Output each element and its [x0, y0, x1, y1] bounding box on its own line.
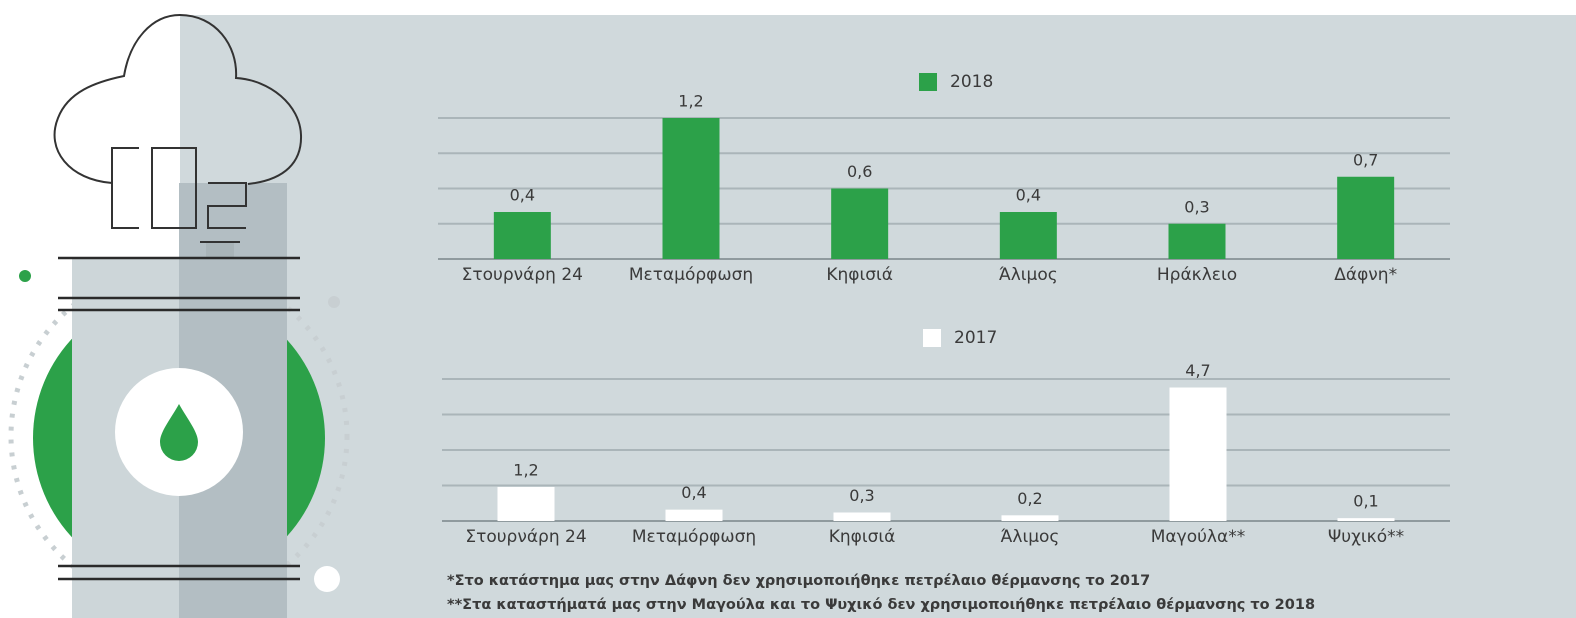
- bar: [1168, 223, 1226, 259]
- x-tick-label: Στουρνάρη 24: [465, 527, 586, 547]
- value-label: 0,4: [681, 483, 706, 502]
- bar: [1169, 387, 1227, 521]
- value-label: 1,2: [513, 460, 538, 479]
- bar: [1001, 515, 1059, 521]
- bar: [999, 212, 1057, 259]
- value-label: 0,1: [1353, 492, 1378, 511]
- legend-swatch: [919, 73, 937, 91]
- value-label: 0,3: [849, 486, 874, 505]
- x-tick-label: Ψυχικό**: [1328, 527, 1404, 547]
- bar: [497, 486, 555, 521]
- x-tick-label: Μαγούλα**: [1151, 527, 1245, 547]
- legend-label: 2018: [950, 72, 993, 92]
- x-tick-label: Άλιμος: [999, 265, 1058, 285]
- value-label: 0,4: [1016, 186, 1041, 205]
- value-label: 0,2: [1017, 489, 1042, 508]
- legend-label: 2017: [954, 328, 997, 348]
- bar: [1337, 176, 1395, 259]
- barrel-rims: [58, 256, 300, 581]
- value-label: 4,7: [1185, 361, 1210, 380]
- oil-drop: [160, 404, 198, 461]
- footnote: **Στα καταστήματά μας στην Μαγούλα και τ…: [447, 597, 1315, 613]
- footnote: *Στο κατάστημα μας στην Δάφνη δεν χρησιμ…: [447, 573, 1150, 589]
- x-tick-label: Ηράκλειο: [1157, 265, 1237, 285]
- dot: [19, 270, 31, 282]
- cloud: [53, 13, 303, 185]
- barrel-cap: [206, 242, 234, 258]
- bar: [1337, 518, 1395, 521]
- x-tick-label: Μεταμόρφωση: [629, 265, 753, 285]
- value-label: 1,2: [678, 92, 703, 111]
- x-tick-label: Στουρνάρη 24: [462, 265, 583, 285]
- barrel-illustration: [8, 13, 350, 618]
- value-label: 0,4: [510, 186, 535, 205]
- x-tick-label: Κηφισιά: [826, 265, 893, 285]
- value-label: 0,6: [847, 162, 872, 181]
- value-label: 0,7: [1353, 150, 1378, 169]
- bar: [493, 212, 551, 259]
- co2-glyphs: [111, 147, 247, 243]
- legend-swatch: [923, 329, 941, 347]
- value-label: 0,3: [1184, 197, 1209, 216]
- dot: [328, 296, 340, 308]
- x-tick-label: Κηφισιά: [829, 527, 896, 547]
- x-tick-label: Δάφνη*: [1334, 265, 1397, 285]
- bar: [665, 509, 723, 521]
- bar: [662, 118, 720, 259]
- x-tick-label: Μεταμόρφωση: [632, 527, 756, 547]
- x-tick-label: Άλιμος: [1001, 527, 1060, 547]
- dot: [314, 566, 340, 592]
- bar: [831, 188, 889, 259]
- bar: [833, 512, 891, 521]
